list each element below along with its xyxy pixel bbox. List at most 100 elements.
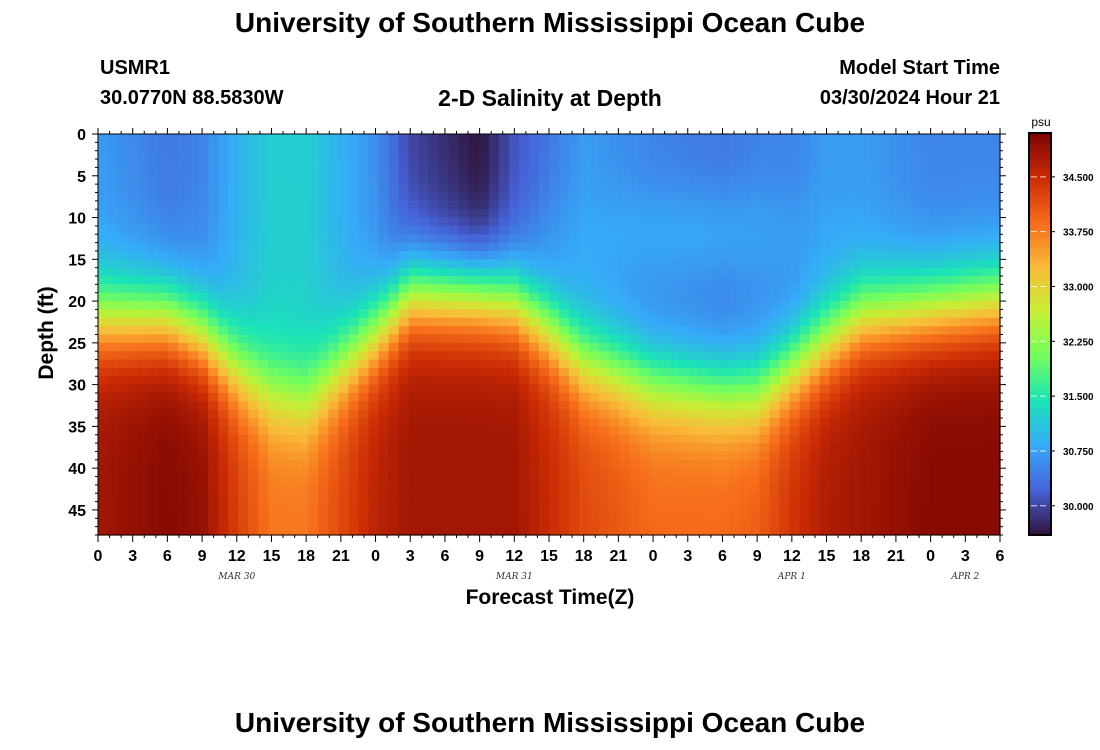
heatmap-cell bbox=[689, 359, 700, 369]
heatmap-cell bbox=[408, 342, 420, 352]
heatmap-cell bbox=[198, 284, 209, 294]
heatmap-cell bbox=[589, 493, 600, 503]
heatmap-cell bbox=[909, 334, 921, 344]
heatmap-cell bbox=[859, 509, 871, 519]
heatmap-cell bbox=[859, 526, 871, 536]
heatmap-cell bbox=[779, 468, 791, 478]
heatmap-cell bbox=[378, 401, 390, 411]
heatmap-cell bbox=[949, 484, 961, 494]
heatmap-cell bbox=[819, 150, 831, 160]
heatmap-cell bbox=[188, 301, 199, 311]
heatmap-cell bbox=[468, 351, 480, 361]
heatmap-cell bbox=[338, 134, 350, 143]
heatmap-cell bbox=[669, 134, 680, 143]
heatmap-cell bbox=[559, 501, 570, 511]
heatmap-cell bbox=[298, 418, 310, 427]
heatmap-cell bbox=[428, 309, 440, 319]
heatmap-cell bbox=[528, 175, 540, 185]
heatmap-cell bbox=[859, 292, 871, 302]
heatmap-cell bbox=[879, 392, 891, 402]
heatmap-cell bbox=[789, 401, 801, 411]
heatmap-cell bbox=[979, 526, 991, 536]
heatmap-cell bbox=[649, 134, 660, 143]
heatmap-cell bbox=[789, 409, 801, 419]
heatmap-cell bbox=[298, 468, 310, 478]
heatmap-cell bbox=[478, 309, 490, 319]
heatmap-cell bbox=[138, 309, 149, 319]
heatmap-cell bbox=[288, 192, 300, 202]
heatmap-cell bbox=[248, 134, 259, 143]
heatmap-cell bbox=[518, 384, 530, 394]
heatmap-cell bbox=[569, 159, 580, 169]
heatmap-cell bbox=[408, 351, 420, 361]
heatmap-cell bbox=[258, 209, 269, 219]
heatmap-cell bbox=[218, 225, 229, 235]
heatmap-cell bbox=[869, 209, 881, 219]
heatmap-cell bbox=[518, 301, 530, 311]
heatmap-cell bbox=[468, 284, 480, 294]
heatmap-cell bbox=[458, 225, 470, 235]
heatmap-cell bbox=[318, 351, 330, 361]
heatmap-cell bbox=[699, 301, 710, 311]
heatmap-cell bbox=[198, 451, 209, 461]
heatmap-cell bbox=[118, 284, 129, 294]
heatmap-cell bbox=[228, 167, 239, 177]
heatmap-cell bbox=[839, 351, 851, 361]
heatmap-cell bbox=[278, 443, 290, 453]
heatmap-cell bbox=[488, 284, 500, 294]
heatmap-cell bbox=[108, 359, 119, 369]
heatmap-cell bbox=[388, 267, 400, 277]
heatmap-cell bbox=[599, 200, 610, 210]
heatmap-cell bbox=[899, 351, 911, 361]
heatmap-cell bbox=[208, 250, 219, 260]
heatmap-cell bbox=[318, 276, 330, 285]
heatmap-cell bbox=[969, 526, 981, 536]
heatmap-cell bbox=[619, 501, 630, 511]
heatmap-cell bbox=[809, 451, 821, 461]
heatmap-cell bbox=[308, 234, 320, 244]
heatmap-cell bbox=[378, 443, 390, 453]
heatmap-cell bbox=[689, 468, 700, 478]
heatmap-cell bbox=[949, 409, 961, 419]
heatmap-cell bbox=[719, 317, 730, 327]
heatmap-cell bbox=[879, 493, 891, 503]
heatmap-cell bbox=[679, 142, 690, 152]
y-tick-label: 40 bbox=[68, 461, 86, 478]
heatmap-cell bbox=[208, 351, 219, 361]
heatmap-cell bbox=[909, 418, 921, 427]
heatmap-cell bbox=[318, 309, 330, 319]
heatmap-cell bbox=[809, 184, 821, 194]
heatmap-cell bbox=[238, 267, 249, 277]
heatmap-cell bbox=[779, 426, 791, 436]
heatmap-cell bbox=[669, 526, 680, 536]
heatmap-cell bbox=[278, 200, 290, 210]
heatmap-cell bbox=[328, 167, 340, 177]
heatmap-cell bbox=[448, 493, 460, 503]
heatmap-cell bbox=[759, 301, 771, 311]
heatmap-cell bbox=[378, 384, 390, 394]
heatmap-cell bbox=[438, 451, 450, 461]
heatmap-cell bbox=[448, 501, 460, 511]
heatmap-cell bbox=[318, 150, 330, 160]
heatmap-cell bbox=[869, 342, 881, 352]
heatmap-cell bbox=[939, 159, 951, 169]
heatmap-cell bbox=[318, 418, 330, 427]
heatmap-cell bbox=[218, 242, 229, 252]
heatmap-cell bbox=[639, 267, 650, 277]
heatmap-cell bbox=[859, 209, 871, 219]
heatmap-cell bbox=[488, 484, 500, 494]
heatmap-cell bbox=[108, 184, 119, 194]
heatmap-cell bbox=[468, 468, 480, 478]
heatmap-cell bbox=[198, 392, 209, 402]
heatmap-cell bbox=[849, 509, 861, 519]
heatmap-cell bbox=[819, 367, 831, 377]
heatmap-cell bbox=[849, 409, 861, 419]
heatmap-cell bbox=[318, 217, 330, 227]
heatmap-cell bbox=[248, 234, 259, 244]
heatmap-cell bbox=[408, 292, 420, 302]
heatmap-cell bbox=[629, 134, 640, 143]
heatmap-cell bbox=[178, 451, 189, 461]
heatmap-cell bbox=[689, 134, 700, 143]
heatmap-cell bbox=[769, 301, 781, 311]
heatmap-cell bbox=[729, 234, 741, 244]
